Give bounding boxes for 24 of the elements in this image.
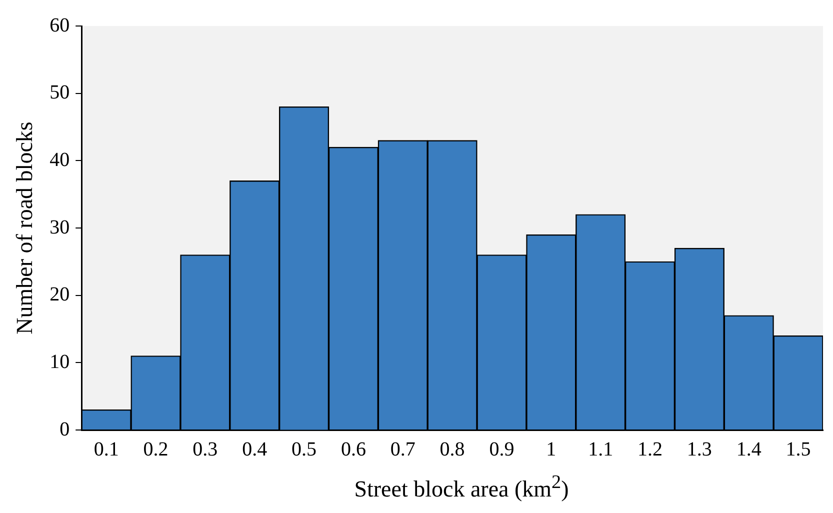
x-tick-label: 1 — [546, 438, 556, 460]
x-tick-label: 0.7 — [390, 438, 416, 460]
y-axis-title: Number of road blocks — [12, 122, 37, 334]
y-tick-label: 60 — [50, 14, 70, 36]
y-tick-label: 30 — [50, 216, 70, 238]
x-tick-label: 0.1 — [94, 438, 119, 460]
x-tick-label: 0.2 — [143, 438, 168, 460]
y-tick-label: 0 — [60, 418, 70, 440]
x-tick-label: 1.4 — [736, 438, 762, 460]
x-tick-label: 1.1 — [588, 438, 614, 460]
x-tick-label: 0.3 — [192, 438, 218, 460]
x-tick-label: 0.6 — [340, 438, 366, 460]
y-tick-label: 20 — [50, 284, 70, 306]
x-tick-label: 0.9 — [489, 438, 514, 460]
y-tick-label: 40 — [50, 148, 70, 171]
y-tick-label: 50 — [50, 82, 70, 104]
x-tick-label: 0.5 — [292, 438, 317, 460]
x-axis-title: Street block area (km$^{2}$) — [353, 472, 570, 503]
y-tick-label: 10 — [50, 350, 70, 373]
x-tick-label: 0.4 — [242, 438, 268, 460]
x-tick-label: 1.3 — [686, 438, 712, 460]
x-tick-label: 1.5 — [786, 438, 811, 460]
x-tick-label: 0.8 — [440, 438, 465, 460]
x-tick-label: 1.2 — [638, 438, 663, 460]
